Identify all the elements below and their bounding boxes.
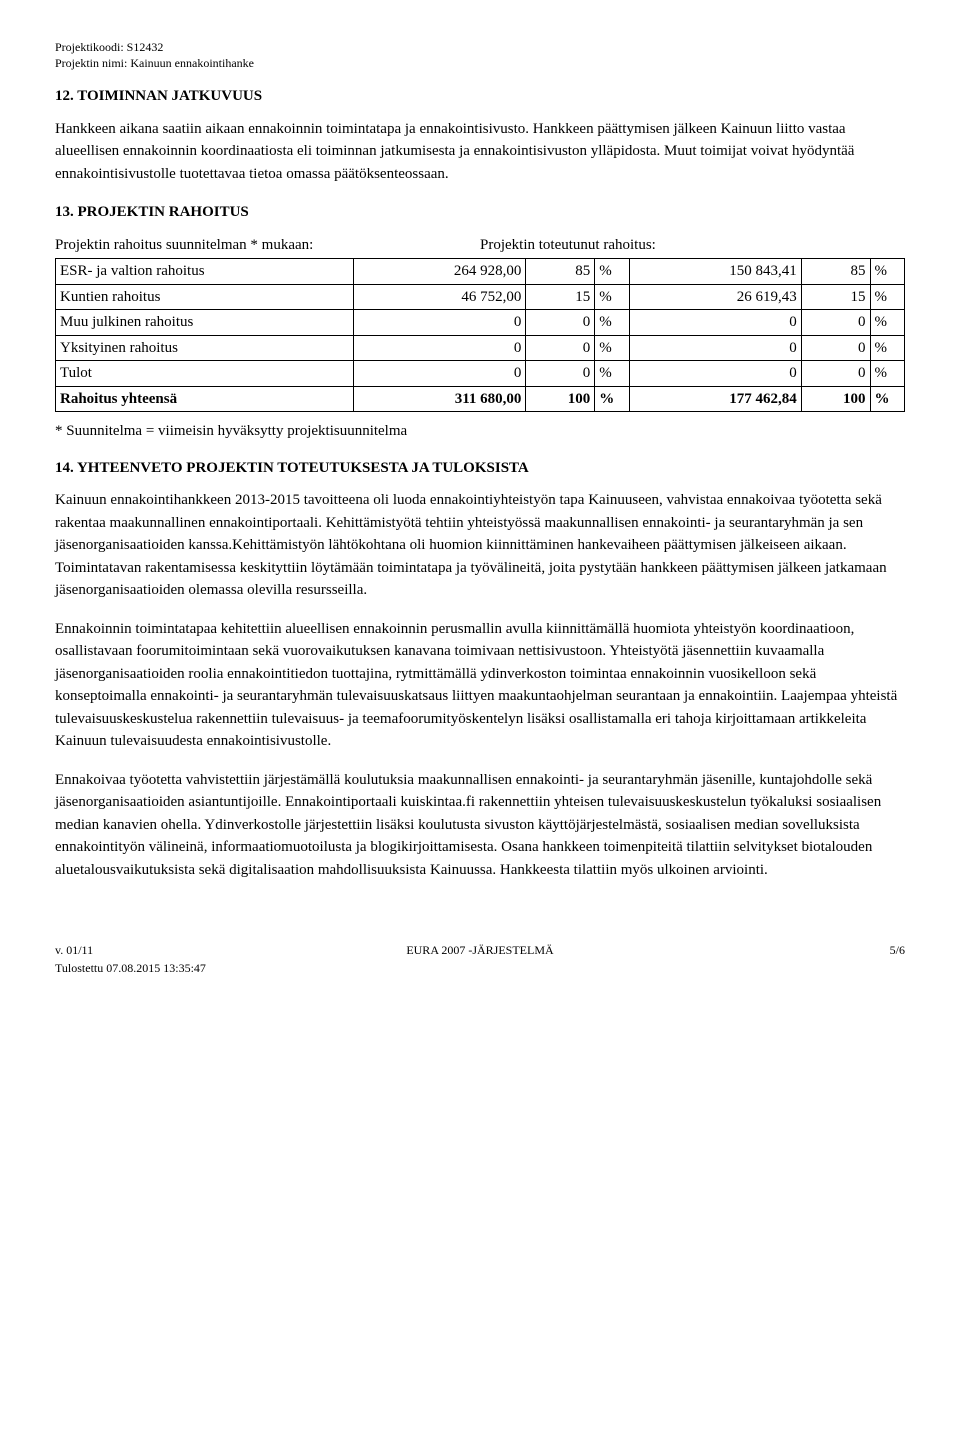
section-12-body: Hankkeen aikana saatiin aikaan ennakoinn… [55, 118, 905, 186]
footer-printed: Tulostettu 07.08.2015 13:35:47 [55, 959, 338, 977]
finance-footnote: * Suunnitelma = viimeisin hyväksytty pro… [55, 420, 905, 443]
section-12-title: 12. TOIMINNAN JATKUVUUS [55, 85, 905, 108]
table-cell: % [595, 284, 629, 310]
table-cell: ESR- ja valtion rahoitus [56, 259, 354, 285]
table-cell: 264 928,00 [354, 259, 526, 285]
table-cell: 311 680,00 [354, 386, 526, 412]
table-cell: 15 [801, 284, 870, 310]
table-cell: 85 [801, 259, 870, 285]
table-cell: 0 [526, 335, 595, 361]
finance-table: ESR- ja valtion rahoitus264 928,0085%150… [55, 258, 905, 412]
table-cell: % [870, 259, 904, 285]
footer-version: v. 01/11 [55, 941, 338, 959]
table-cell: 0 [801, 335, 870, 361]
table-cell: 100 [526, 386, 595, 412]
table-cell: 0 [801, 310, 870, 336]
table-row: Muu julkinen rahoitus00%00% [56, 310, 905, 336]
table-row: Tulot00%00% [56, 361, 905, 387]
table-cell: % [870, 386, 904, 412]
table-cell: % [595, 335, 629, 361]
table-cell: 0 [629, 335, 801, 361]
table-row: Rahoitus yhteensä311 680,00100%177 462,8… [56, 386, 905, 412]
page-header: Projektikoodi: S12432 Projektin nimi: Ka… [55, 40, 905, 71]
table-cell: 0 [801, 361, 870, 387]
col-right-label: Projektin toteutunut rahoitus: [480, 234, 905, 257]
table-cell: 15 [526, 284, 595, 310]
table-cell: 0 [526, 361, 595, 387]
table-cell: 0 [354, 361, 526, 387]
table-cell: % [870, 361, 904, 387]
table-cell: % [870, 310, 904, 336]
table-cell: % [595, 386, 629, 412]
table-cell: 0 [354, 310, 526, 336]
table-cell: Kuntien rahoitus [56, 284, 354, 310]
section-14-p3: Ennakoivaa työotetta vahvistettiin järje… [55, 769, 905, 882]
project-name: Projektin nimi: Kainuun ennakointihanke [55, 56, 905, 72]
section-14-p2: Ennakoinnin toimintatapaa kehitettiin al… [55, 618, 905, 753]
table-cell: 150 843,41 [629, 259, 801, 285]
table-cell: 100 [801, 386, 870, 412]
section-14-p1: Kainuun ennakointihankkeen 2013-2015 tav… [55, 489, 905, 602]
page-footer: v. 01/11 Tulostettu 07.08.2015 13:35:47 … [55, 941, 905, 977]
table-cell: 0 [354, 335, 526, 361]
table-cell: % [870, 335, 904, 361]
table-cell: Tulot [56, 361, 354, 387]
footer-page-number: 5/6 [622, 941, 905, 977]
table-cell: 85 [526, 259, 595, 285]
table-cell: Muu julkinen rahoitus [56, 310, 354, 336]
col-left-label: Projektin rahoitus suunnitelman * mukaan… [55, 234, 480, 257]
table-cell: % [595, 310, 629, 336]
table-cell: % [595, 259, 629, 285]
table-cell: % [595, 361, 629, 387]
table-row: Kuntien rahoitus46 752,0015%26 619,4315% [56, 284, 905, 310]
table-row: ESR- ja valtion rahoitus264 928,0085%150… [56, 259, 905, 285]
table-cell: 0 [629, 361, 801, 387]
table-cell: % [870, 284, 904, 310]
table-cell: 46 752,00 [354, 284, 526, 310]
table-cell: Rahoitus yhteensä [56, 386, 354, 412]
table-cell: 26 619,43 [629, 284, 801, 310]
finance-table-col-labels: Projektin rahoitus suunnitelman * mukaan… [55, 234, 905, 257]
table-cell: 177 462,84 [629, 386, 801, 412]
section-13-title: 13. PROJEKTIN RAHOITUS [55, 201, 905, 224]
table-row: Yksityinen rahoitus00%00% [56, 335, 905, 361]
project-code: Projektikoodi: S12432 [55, 40, 905, 56]
section-14-title: 14. YHTEENVETO PROJEKTIN TOTEUTUKSESTA J… [55, 457, 905, 480]
footer-system: EURA 2007 -JÄRJESTELMÄ [338, 941, 621, 977]
table-cell: 0 [526, 310, 595, 336]
table-cell: Yksityinen rahoitus [56, 335, 354, 361]
table-cell: 0 [629, 310, 801, 336]
